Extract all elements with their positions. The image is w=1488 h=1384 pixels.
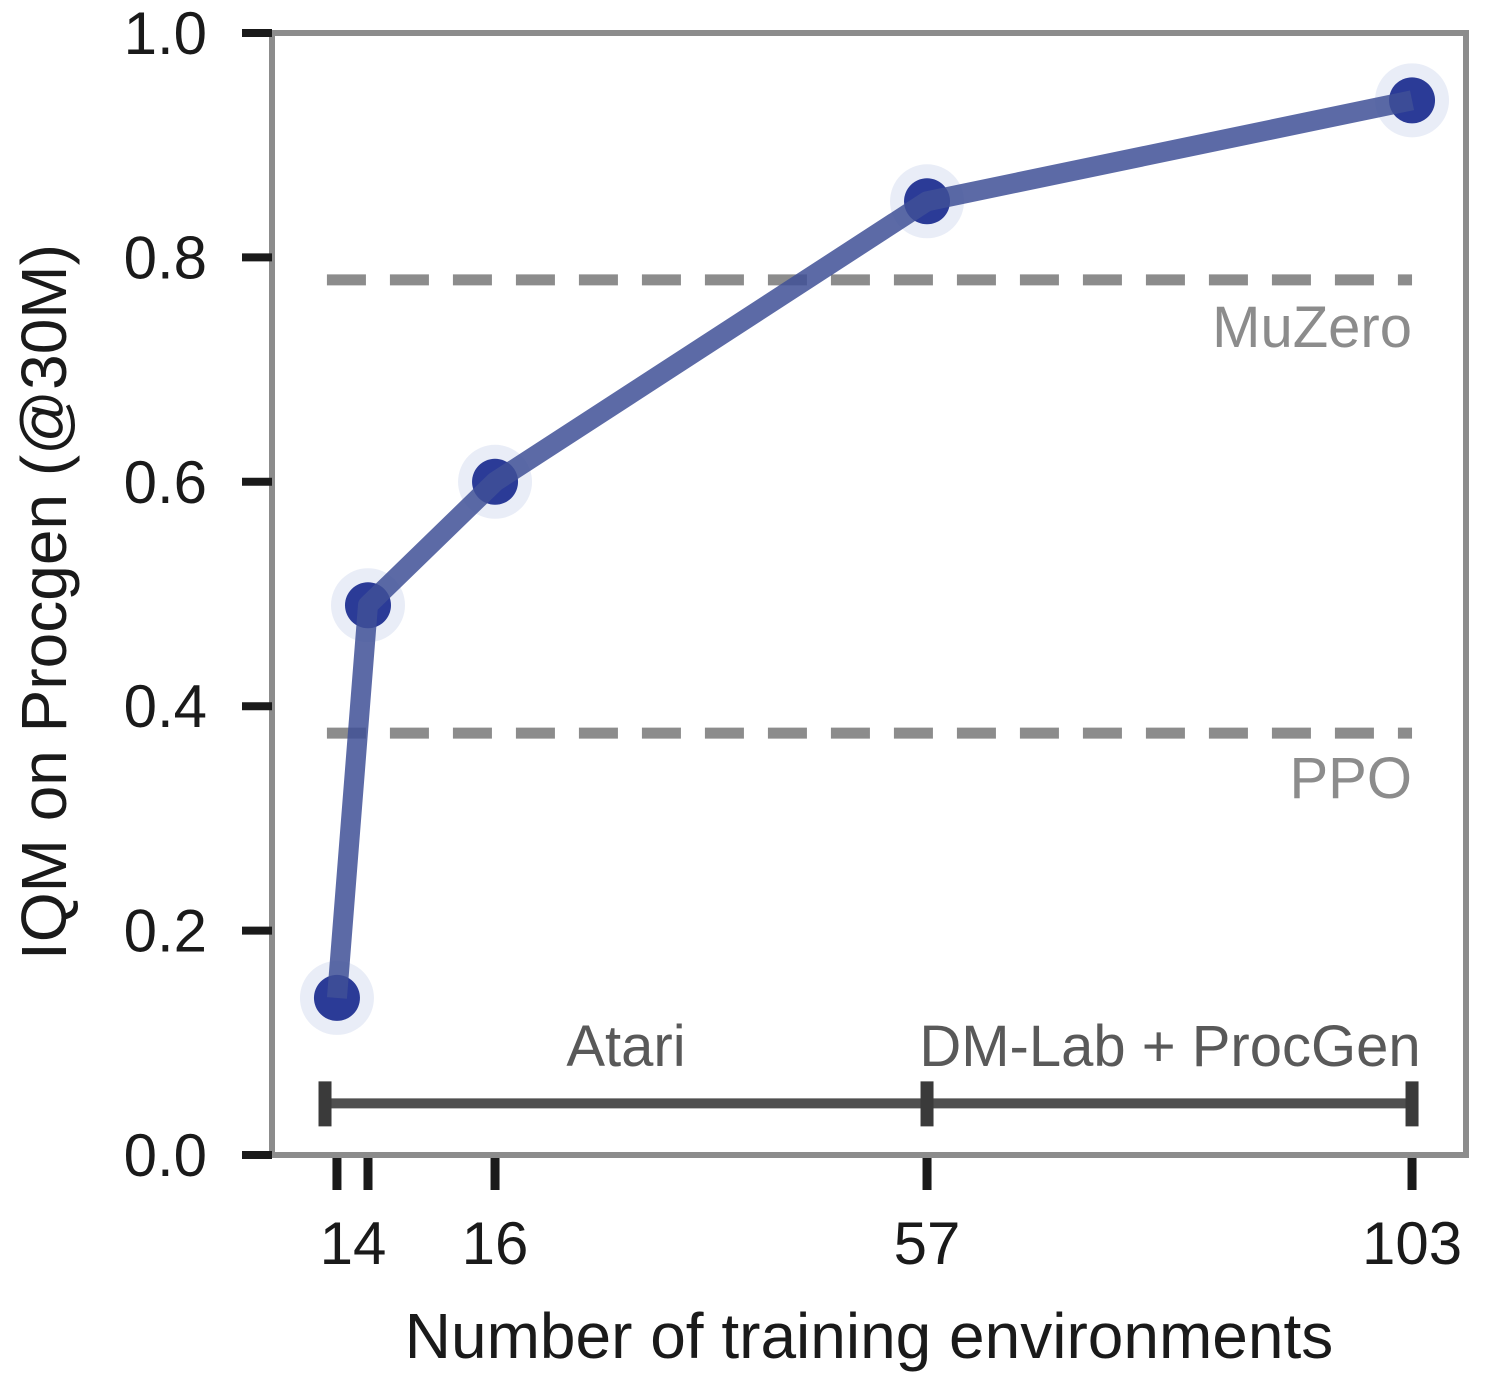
- x-tick-label: 103: [1362, 1210, 1462, 1277]
- bracket-label-dmlab-procgen: DM-Lab + ProcGen: [919, 1014, 1421, 1079]
- y-tick-label: 0.4: [124, 673, 207, 740]
- y-tick-label: 0.2: [124, 898, 207, 965]
- y-tick-label: 0.0: [124, 1122, 207, 1189]
- y-axis-title: IQM on Procgen (@30M): [8, 244, 80, 960]
- x-tick-label: 14: [320, 1210, 387, 1277]
- plot-border: [269, 30, 1469, 1158]
- y-tick-label: 0.8: [124, 224, 207, 291]
- y-tick-label: 0.6: [124, 449, 207, 516]
- baseline-label-ppo: PPO: [1289, 746, 1413, 811]
- y-tick-label: 1.0: [124, 0, 207, 67]
- x-tick-label: 57: [894, 1210, 961, 1277]
- bracket-label-atari: Atari: [566, 1014, 686, 1079]
- baseline-label-muzero: MuZero: [1212, 295, 1412, 360]
- x-axis-title: Number of training environments: [404, 1300, 1334, 1372]
- x-tick-label: 16: [462, 1210, 529, 1277]
- series-line: [326, 90, 1415, 999]
